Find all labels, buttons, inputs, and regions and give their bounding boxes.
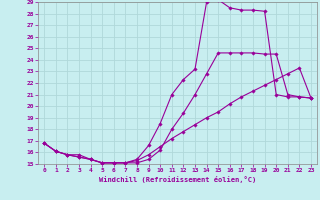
X-axis label: Windchill (Refroidissement éolien,°C): Windchill (Refroidissement éolien,°C) (99, 176, 256, 183)
